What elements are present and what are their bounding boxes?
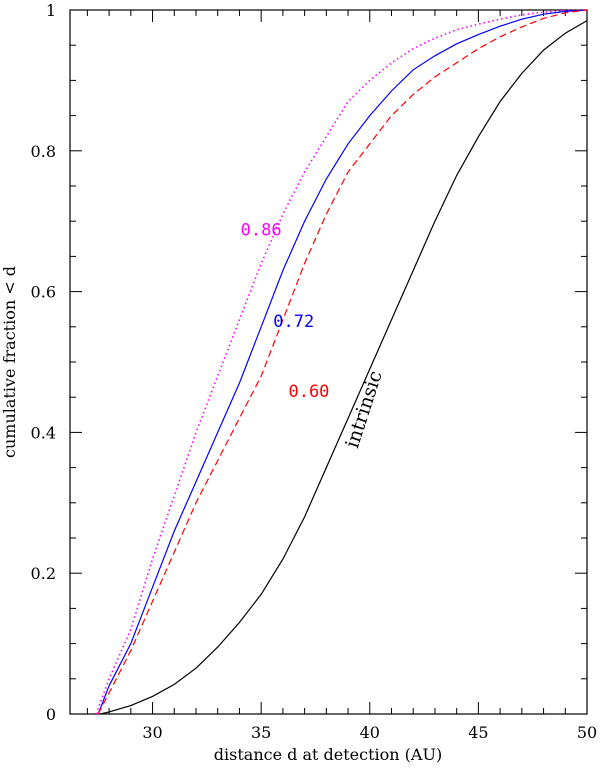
y-tick-label: 1 bbox=[46, 1, 56, 20]
plot-frame bbox=[69, 9, 588, 715]
y-tick-label: 0 bbox=[46, 705, 56, 724]
annotations: 0.86 0.72 0.60 intrinsic bbox=[241, 220, 387, 451]
series-line-0-60 bbox=[97, 9, 588, 715]
x-tick-label: 50 bbox=[577, 723, 597, 742]
tick-labels: 30 35 40 45 50 0 0.2 0.4 0.6 0.8 1 bbox=[31, 1, 598, 742]
series-line-intrinsic bbox=[100, 20, 588, 715]
series-line-0-86 bbox=[95, 9, 588, 715]
x-tick-label: 45 bbox=[468, 723, 488, 742]
y-axis-title: cumulative fraction < d bbox=[0, 266, 19, 458]
x-tick-label: 35 bbox=[251, 723, 271, 742]
x-tick-label: 40 bbox=[360, 723, 380, 742]
series-line-0-72 bbox=[97, 9, 588, 715]
y-tick-label: 0.8 bbox=[31, 142, 56, 161]
x-axis-title: distance d at detection (AU) bbox=[214, 745, 442, 764]
annotation-intrinsic: intrinsic bbox=[341, 368, 387, 451]
y-tick-label: 0.6 bbox=[31, 283, 56, 302]
annotation-0-72: 0.72 bbox=[273, 312, 314, 332]
axis-ticks bbox=[70, 9, 588, 715]
annotation-0-86: 0.86 bbox=[241, 220, 282, 240]
annotation-0-60: 0.60 bbox=[288, 382, 329, 402]
series-group bbox=[95, 9, 588, 715]
y-tick-label: 0.2 bbox=[31, 564, 56, 583]
x-tick-label: 30 bbox=[142, 723, 162, 742]
y-tick-label: 0.4 bbox=[31, 423, 56, 442]
